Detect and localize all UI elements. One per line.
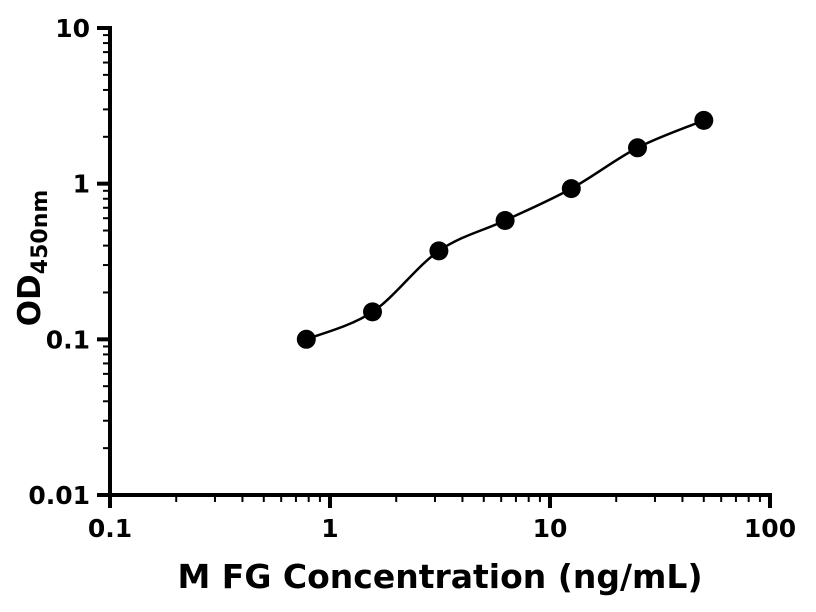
data-point (429, 241, 449, 261)
data-point (296, 329, 316, 349)
data-point (363, 302, 382, 322)
y-tick-label: 10 (55, 14, 90, 43)
y-tick-label: 0.1 (46, 325, 90, 354)
x-axis-title: M FG Concentration (ng/mL) (177, 557, 702, 596)
x-tick-label: 10 (533, 514, 568, 543)
x-tick-label: 1 (321, 514, 338, 543)
x-tick-label: 100 (744, 514, 796, 543)
data-point (694, 110, 714, 130)
y-axis-title-main: OD (12, 274, 48, 326)
y-tick-label: 0.01 (28, 481, 90, 510)
axes-frame (108, 26, 772, 497)
y-axis-title-sub: 450nm (28, 190, 53, 275)
data-point (628, 138, 647, 158)
plot-generated-layer: 0.1 1 10 100 0.01 0.1 1 10 (28, 14, 796, 543)
y-axis-title: OD450nm (12, 190, 53, 327)
data-point (561, 179, 581, 199)
x-tick-label: 0.1 (88, 514, 132, 543)
y-tick-label: 1 (73, 170, 90, 199)
data-point (495, 211, 515, 230)
